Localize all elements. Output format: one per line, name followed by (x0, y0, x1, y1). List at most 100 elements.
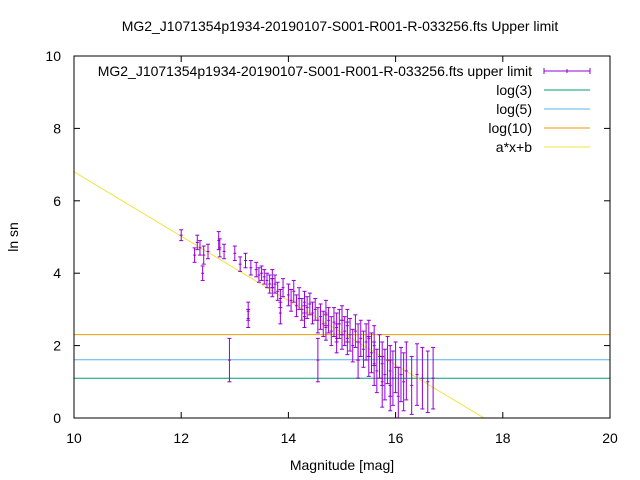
data-point (227, 337, 232, 383)
data-point (364, 323, 369, 361)
y-tick-label: 10 (45, 48, 61, 64)
data-point (366, 319, 371, 357)
data-point (431, 346, 436, 410)
data-point (307, 292, 312, 316)
data-point (299, 298, 304, 321)
data-point (267, 274, 272, 294)
data-point (238, 256, 243, 272)
y-axis-label: ln sn (5, 222, 21, 252)
legend-swatch (543, 68, 591, 74)
y-axis: 0 2 4 6 8 10 (45, 48, 610, 426)
legend-label: log(3) (496, 82, 532, 98)
x-tick-label: 20 (602, 430, 618, 446)
data-point (415, 343, 420, 406)
data-point (289, 288, 294, 312)
plot-frame (73, 55, 611, 419)
data-point (254, 261, 259, 278)
data-point (313, 298, 318, 321)
data-point (372, 325, 377, 367)
data-point (356, 341, 361, 379)
x-tick-label: 12 (173, 430, 189, 446)
plot-area (74, 171, 610, 418)
data-point (206, 243, 210, 260)
data-point (310, 301, 315, 325)
x-tick-label: 10 (66, 430, 82, 446)
data-point (350, 328, 355, 363)
data-point (396, 366, 401, 418)
data-point (382, 348, 387, 401)
data-point (353, 314, 358, 348)
chart-title: MG2_J1071354p1934-20190107-S001-R001-R-0… (122, 18, 559, 34)
data-point (374, 348, 379, 394)
data-point (358, 319, 363, 357)
data-point (217, 238, 222, 258)
data-point (398, 346, 403, 403)
data-point (393, 341, 398, 394)
data-point (331, 307, 336, 338)
data-point (192, 247, 197, 263)
data-point (361, 330, 366, 368)
data-point (195, 234, 200, 251)
y-tick-label: 4 (53, 265, 61, 281)
data-point (243, 252, 248, 269)
data-point (401, 352, 406, 412)
data-point (388, 345, 393, 397)
data-point (369, 332, 374, 374)
data-point (342, 316, 347, 347)
data-point (262, 269, 267, 285)
x-tick-label: 18 (495, 430, 511, 446)
data-point (270, 278, 275, 298)
data-point (329, 316, 334, 347)
data-point (294, 294, 299, 318)
legend: MG2_J1071354p1934-20190107-S001-R001-R-0… (98, 63, 591, 155)
data-point (345, 308, 350, 343)
data-point (248, 260, 253, 276)
data-point (323, 314, 328, 341)
data-point (232, 245, 237, 262)
data-point (222, 243, 227, 260)
data-point (420, 346, 425, 410)
data-point (340, 305, 344, 336)
data-point (337, 308, 342, 339)
data-point (264, 272, 269, 289)
legend-label: log(10) (488, 120, 532, 136)
data-point (348, 317, 353, 352)
legend-label: MG2_J1071354p1934-20190107-S001-R001-R-0… (98, 63, 532, 79)
data-point (404, 341, 409, 401)
data-point (315, 307, 320, 334)
legend-label: a*x+b (496, 139, 532, 155)
data-point (302, 305, 307, 328)
data-point (278, 301, 283, 325)
data-point (425, 350, 430, 414)
data-point (321, 310, 326, 338)
y-tick-label: 8 (53, 120, 61, 136)
data-point (326, 307, 331, 334)
y-tick-label: 2 (53, 338, 61, 354)
data-point (380, 341, 385, 386)
data-point (179, 229, 184, 242)
data-point (390, 350, 395, 406)
x-axis-label: Magnitude [mag] (290, 457, 394, 473)
data-point (256, 267, 261, 283)
data-point (409, 355, 414, 415)
data-point (305, 296, 310, 319)
data-point (200, 265, 205, 281)
data-point (286, 283, 291, 307)
data-point (197, 240, 202, 256)
y-tick-label: 6 (53, 193, 61, 209)
legend-label: log(5) (496, 101, 532, 117)
x-tick-label: 16 (388, 430, 404, 446)
data-point (291, 279, 296, 303)
data-point (246, 308, 251, 328)
data-point (281, 278, 286, 298)
data-point (315, 337, 320, 383)
data-point (318, 303, 323, 330)
data-point (259, 265, 264, 281)
y-tick-label: 0 (53, 410, 61, 426)
data-point (275, 281, 280, 301)
data-point (201, 245, 206, 265)
x-axis: 10 12 14 16 18 20 (66, 56, 618, 446)
x-tick-label: 14 (281, 430, 297, 446)
data-point (273, 274, 277, 294)
